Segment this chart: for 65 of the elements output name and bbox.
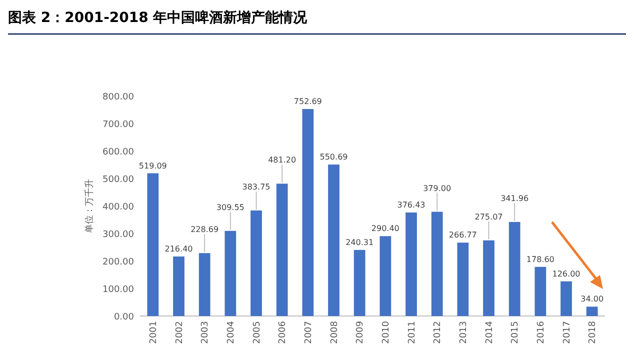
data-label: 519.09 (138, 161, 167, 170)
bar (276, 184, 288, 316)
bar (534, 266, 546, 316)
bar (328, 164, 340, 316)
y-tick-label: 0.00 (114, 312, 134, 322)
y-tick-label: 600.00 (102, 148, 134, 158)
bar (560, 281, 572, 316)
data-label: 550.69 (320, 152, 348, 162)
bar (198, 253, 210, 316)
data-label: 34.00 (580, 294, 604, 304)
bar (406, 212, 417, 316)
data-label: 341.96 (500, 194, 529, 203)
data-label: 126.00 (552, 269, 580, 278)
x-tick-label: 2006 (278, 320, 288, 344)
x-tick-label: 2010 (381, 320, 392, 344)
x-tick-label: 2008 (330, 320, 340, 344)
y-tick-label: 500.00 (102, 175, 134, 185)
x-tick-label: 2007 (304, 321, 314, 344)
data-label: 752.69 (294, 97, 322, 106)
data-label: 290.40 (371, 224, 400, 234)
data-label: 309.55 (216, 202, 244, 212)
x-tick-label: 2011 (407, 321, 418, 344)
data-label: 228.69 (190, 225, 219, 234)
x-tick-label: 2005 (252, 321, 262, 344)
x-tick-label: 2018 (588, 320, 598, 344)
chart-title: 图表 2：2001-2018 年中国啤酒新增产能情况 (8, 9, 308, 26)
data-label: 383.75 (242, 182, 270, 192)
bar (147, 173, 159, 316)
x-tick-label: 2013 (458, 321, 469, 344)
data-label: 275.07 (474, 212, 503, 222)
x-tick-label: 2004 (226, 320, 236, 344)
data-label: 216.40 (164, 244, 193, 254)
bar (483, 240, 494, 316)
bar (250, 210, 262, 316)
bar (431, 212, 443, 316)
bar (302, 109, 314, 316)
data-label: 376.43 (397, 200, 426, 210)
x-tick-label: 2009 (356, 320, 366, 344)
y-tick-label: 300.00 (102, 230, 134, 240)
x-tick-label: 2002 (174, 321, 185, 344)
bar (224, 230, 236, 316)
data-label: 266.77 (448, 230, 477, 240)
x-tick-label: 2012 (433, 321, 444, 344)
x-tick-label: 2003 (200, 321, 211, 344)
y-tick-label: 100.00 (102, 285, 134, 295)
data-label: 379.00 (423, 184, 452, 193)
x-tick-label: 2017 (562, 321, 572, 344)
y-axis-title: 单位：万千升 (84, 179, 95, 233)
data-label: 481.20 (268, 156, 296, 165)
x-tick-label: 2014 (484, 320, 495, 344)
y-tick-label: 800.00 (102, 92, 134, 102)
y-tick-label: 400.00 (102, 202, 134, 212)
x-tick-label: 2016 (536, 320, 546, 344)
y-tick-label: 200.00 (102, 258, 134, 268)
data-label: 240.31 (346, 238, 374, 247)
data-label: 178.60 (526, 254, 554, 264)
bar (508, 222, 520, 316)
y-tick-label: 700.00 (102, 120, 134, 130)
bar (586, 306, 598, 316)
bar (457, 242, 469, 316)
bar (354, 250, 366, 316)
x-tick-label: 2015 (510, 321, 521, 344)
bar (380, 236, 392, 316)
x-tick-label: 2001 (148, 321, 159, 344)
bar (173, 256, 184, 316)
